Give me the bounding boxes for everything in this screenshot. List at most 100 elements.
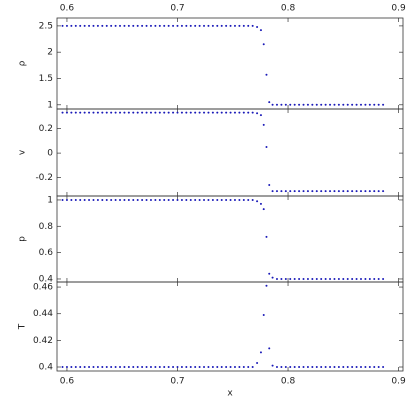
point	[242, 24, 245, 27]
point	[110, 111, 113, 114]
x-tick-label-top: 0.9	[391, 4, 406, 14]
point	[238, 24, 241, 27]
point	[346, 277, 349, 280]
point	[198, 24, 201, 27]
point	[259, 29, 262, 32]
point	[105, 111, 108, 114]
point	[110, 198, 113, 201]
point	[284, 277, 287, 280]
point	[377, 366, 380, 369]
point	[284, 103, 287, 106]
point	[180, 24, 183, 27]
point	[382, 190, 385, 193]
point	[229, 24, 232, 27]
panel-frame	[56, 17, 404, 110]
point	[333, 103, 336, 106]
point	[163, 366, 166, 369]
point	[172, 366, 175, 369]
point	[105, 366, 108, 369]
point	[268, 272, 271, 275]
point	[203, 198, 206, 201]
point	[280, 190, 283, 193]
point	[268, 183, 271, 186]
point	[351, 277, 354, 280]
point	[216, 24, 219, 27]
point	[74, 111, 77, 114]
point	[132, 24, 135, 27]
point	[176, 366, 179, 369]
panel-frame	[56, 281, 404, 372]
point	[346, 366, 349, 369]
point	[154, 198, 157, 201]
point	[158, 111, 161, 114]
x-tick-label-top: 0.6	[60, 4, 75, 14]
point	[262, 314, 265, 317]
point	[355, 190, 358, 193]
point	[149, 24, 152, 27]
point	[225, 111, 228, 114]
point	[373, 277, 376, 280]
point	[289, 277, 292, 280]
point	[216, 198, 219, 201]
point	[311, 277, 314, 280]
point	[79, 198, 82, 201]
point	[154, 111, 157, 114]
point	[280, 103, 283, 106]
point	[265, 235, 268, 238]
point	[163, 24, 166, 27]
point	[265, 73, 268, 76]
point	[220, 111, 223, 114]
point	[105, 198, 108, 201]
point	[83, 366, 86, 369]
point	[377, 103, 380, 106]
point	[141, 24, 144, 27]
point	[198, 111, 201, 114]
point	[65, 366, 68, 369]
point	[242, 366, 245, 369]
point	[225, 198, 228, 201]
point	[123, 24, 126, 27]
point	[123, 366, 126, 369]
point	[167, 366, 170, 369]
y-tick-label: 0.4	[39, 363, 54, 373]
point	[247, 198, 250, 201]
point	[79, 366, 82, 369]
point	[189, 24, 192, 27]
point	[74, 366, 77, 369]
point	[220, 24, 223, 27]
point	[329, 190, 332, 193]
point	[298, 190, 301, 193]
point	[364, 190, 367, 193]
point	[298, 103, 301, 106]
point	[247, 111, 250, 114]
point	[289, 103, 292, 106]
point	[275, 277, 278, 280]
point	[333, 190, 336, 193]
point	[70, 366, 73, 369]
point	[238, 366, 241, 369]
y-tick-label: 0.46	[33, 283, 53, 293]
point	[284, 190, 287, 193]
panel-frame	[56, 195, 404, 283]
point	[207, 366, 210, 369]
point	[251, 111, 254, 114]
point	[70, 198, 73, 201]
point	[180, 198, 183, 201]
point	[79, 111, 82, 114]
point	[320, 366, 323, 369]
point	[211, 366, 214, 369]
y-axis-label: v	[18, 149, 28, 155]
point	[65, 24, 68, 27]
point	[333, 277, 336, 280]
point	[70, 24, 73, 27]
point	[382, 103, 385, 106]
point	[74, 198, 77, 201]
point	[180, 111, 183, 114]
point	[119, 111, 122, 114]
point	[185, 198, 188, 201]
point	[268, 101, 271, 104]
y-tick-label: 0.42	[33, 336, 53, 346]
point	[189, 111, 192, 114]
point	[136, 24, 139, 27]
point	[280, 366, 283, 369]
